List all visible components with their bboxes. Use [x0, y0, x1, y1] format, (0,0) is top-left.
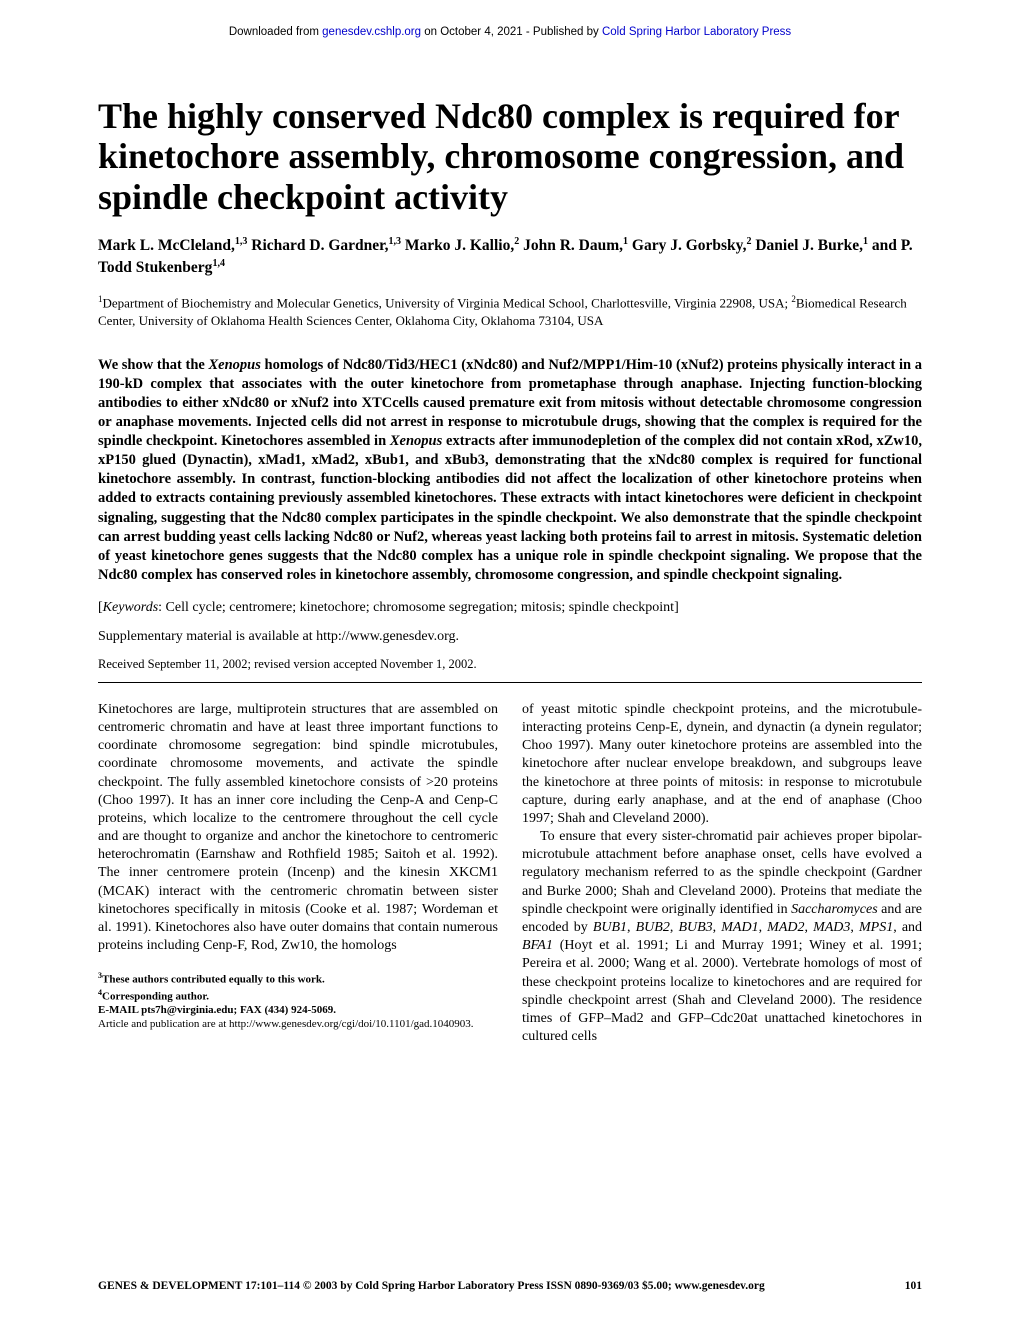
- body-paragraph: of yeast mitotic spindle checkpoint prot…: [522, 701, 922, 828]
- column-left: Kinetochores are large, multiprotein str…: [98, 701, 498, 1047]
- authors-line: Mark L. McCleland,1,3 Richard D. Gardner…: [98, 235, 922, 279]
- page-number: 101: [905, 1280, 922, 1292]
- abstract: We show that the Xenopus homologs of Ndc…: [98, 356, 922, 586]
- divider: [98, 682, 922, 683]
- body-paragraph: Kinetochores are large, multiprotein str…: [98, 701, 498, 956]
- affiliations: 1Department of Biochemistry and Molecula…: [98, 293, 922, 329]
- footer-citation: GENES & DEVELOPMENT 17:101–114 © 2003 by…: [98, 1280, 905, 1292]
- column-right: of yeast mitotic spindle checkpoint prot…: [522, 701, 922, 1047]
- footnote-line: 3These authors contributed equally to th…: [98, 971, 498, 987]
- download-url-link[interactable]: genesdev.cshlp.org: [322, 26, 421, 38]
- download-mid: on October 4, 2021 - Published by: [421, 26, 602, 38]
- footnote-line: E-MAIL pts7h@virginia.edu; FAX (434) 924…: [98, 1004, 498, 1018]
- article-title: The highly conserved Ndc80 complex is re…: [98, 96, 922, 217]
- download-header: Downloaded from genesdev.cshlp.org on Oc…: [98, 26, 922, 38]
- body-paragraph: To ensure that every sister-chromatid pa…: [522, 828, 922, 1046]
- publisher-link[interactable]: Cold Spring Harbor Laboratory Press: [602, 26, 791, 38]
- body-text: Kinetochores are large, multiprotein str…: [98, 701, 922, 1047]
- page-footer: GENES & DEVELOPMENT 17:101–114 © 2003 by…: [98, 1280, 922, 1292]
- download-prefix: Downloaded from: [229, 26, 322, 38]
- footnote-line: 4Corresponding author.: [98, 988, 498, 1004]
- footnote-line: Article and publication are at http://ww…: [98, 1018, 498, 1032]
- supplementary-note: Supplementary material is available at h…: [98, 628, 922, 647]
- received-dates: Received September 11, 2002; revised ver…: [98, 657, 922, 672]
- footnotes: 3These authors contributed equally to th…: [98, 971, 498, 1031]
- keywords: [Keywords: Cell cycle; centromere; kinet…: [98, 599, 922, 618]
